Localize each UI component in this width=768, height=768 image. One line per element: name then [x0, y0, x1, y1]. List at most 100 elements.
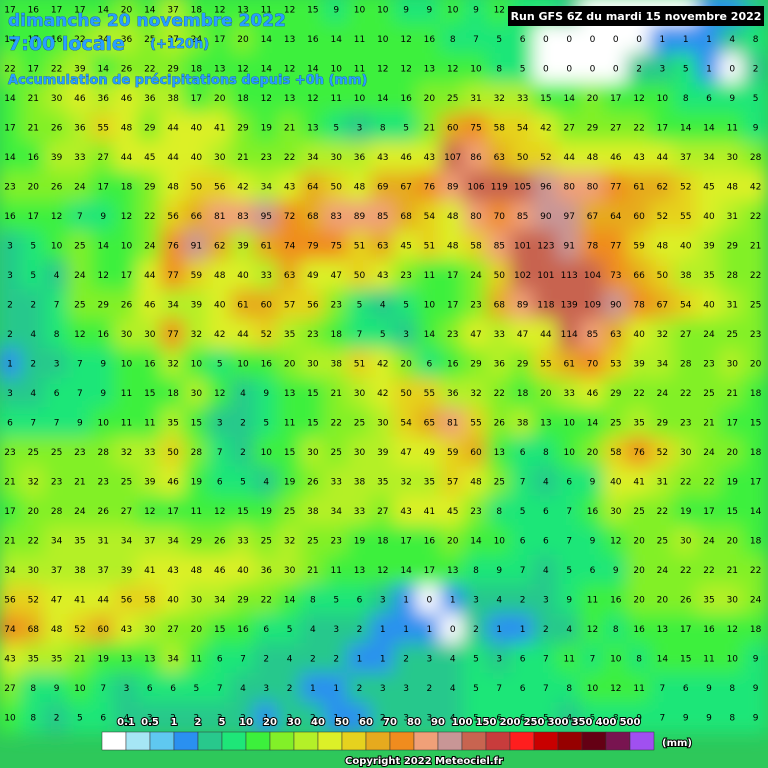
grid-value: 23	[703, 360, 714, 370]
heat-cell	[463, 53, 489, 85]
grid-value: 25	[703, 389, 714, 399]
grid-value: 12	[307, 94, 318, 104]
grid-value: 17	[28, 65, 39, 75]
grid-value: 27	[167, 625, 178, 635]
heat-cell	[416, 171, 443, 203]
grid-value: 42	[214, 330, 225, 340]
grid-value: 10	[563, 448, 575, 458]
copyright: Copyright 2022 Meteociel.fr	[345, 756, 503, 767]
heat-cell	[719, 436, 745, 469]
grid-value: 6	[566, 478, 572, 488]
grid-value: 2	[170, 714, 176, 724]
grid-value: 15	[307, 6, 318, 16]
grid-value: 12	[610, 537, 621, 547]
heat-cell	[696, 289, 722, 321]
grid-value: 35	[51, 655, 62, 665]
grid-value: 21	[727, 389, 738, 399]
grid-value: 24	[470, 271, 482, 281]
grid-value: 23	[470, 507, 481, 517]
heat-cell	[486, 407, 512, 439]
heat-cell	[533, 495, 559, 528]
heat-cell	[556, 466, 582, 498]
grid-value: 0	[543, 35, 549, 45]
heat-cell	[323, 23, 349, 56]
heat-cell	[230, 495, 256, 528]
heat-cell	[579, 377, 606, 410]
grid-value: 26	[307, 478, 319, 488]
grid-value: 12	[400, 35, 411, 45]
grid-value: 16	[633, 625, 645, 635]
heat-cell	[137, 377, 163, 410]
heat-cell	[696, 525, 722, 557]
grid-value: 27	[97, 153, 108, 163]
heat-cell	[137, 407, 163, 439]
grid-value: 119	[491, 183, 508, 193]
grid-value: 39	[377, 448, 389, 458]
heat-cell	[696, 554, 722, 587]
heat-cell	[370, 613, 396, 646]
grid-value: 21	[703, 419, 714, 429]
heat-cell	[276, 672, 303, 705]
heat-cell	[0, 377, 23, 410]
heat-cell	[416, 407, 443, 439]
run-info: Run GFS 6Z du mardi 15 novembre 2022	[511, 10, 762, 23]
heat-cell	[253, 554, 279, 587]
heat-cell	[416, 318, 443, 351]
heat-cell	[113, 643, 140, 675]
grid-value: 2	[543, 625, 549, 635]
heat-cell	[393, 436, 419, 469]
heat-cell	[673, 23, 699, 56]
grid-value: 10	[330, 65, 342, 75]
grid-value: 74	[4, 625, 16, 635]
heat-cell	[486, 200, 512, 233]
heat-cell	[533, 348, 559, 380]
grid-value: 58	[144, 596, 156, 606]
heat-cell	[556, 259, 582, 292]
heat-cell	[253, 0, 279, 26]
heat-cell	[742, 495, 768, 528]
grid-value: 30	[191, 596, 203, 606]
grid-value: 18	[167, 389, 179, 399]
heat-cell	[137, 584, 163, 616]
grid-value: 3	[357, 124, 363, 134]
heat-cell	[113, 318, 140, 351]
heat-cell	[673, 230, 699, 262]
heat-cell	[276, 171, 303, 203]
heat-cell	[276, 141, 303, 174]
grid-value: 17	[167, 507, 178, 517]
legend-label: 350	[572, 717, 593, 728]
grid-value: 39	[191, 301, 203, 311]
grid-value: 85	[517, 212, 528, 222]
grid-value: 9	[566, 596, 572, 606]
heat-cell	[533, 318, 559, 351]
heat-cell	[626, 377, 652, 410]
grid-value: 27	[610, 124, 621, 134]
grid-value: 3	[263, 684, 269, 694]
grid-value: 46	[144, 301, 156, 311]
grid-value: 10	[610, 655, 622, 665]
heat-cell	[742, 584, 768, 616]
legend-swatch	[629, 731, 655, 751]
grid-value: 30	[307, 448, 319, 458]
heat-cell	[463, 318, 489, 351]
heat-cell	[509, 348, 536, 380]
grid-value: 1	[450, 596, 456, 606]
grid-value: 56	[214, 183, 226, 193]
grid-value: 15	[307, 419, 318, 429]
grid-value: 10	[191, 360, 203, 370]
grid-value: 12	[214, 389, 225, 399]
heat-cell	[183, 23, 210, 56]
heat-cell	[276, 230, 303, 262]
grid-value: 24	[750, 596, 762, 606]
heat-cell	[230, 53, 256, 85]
heat-cell	[253, 702, 279, 734]
grid-value: 30	[214, 153, 226, 163]
heat-cell	[649, 407, 676, 439]
grid-value: 30	[377, 419, 389, 429]
grid-value: 6	[496, 714, 502, 724]
heat-cell	[742, 348, 768, 380]
grid-value: 17	[447, 271, 458, 281]
heat-cell	[463, 171, 489, 203]
grid-value: 2	[636, 65, 642, 75]
heat-cell	[0, 436, 23, 469]
